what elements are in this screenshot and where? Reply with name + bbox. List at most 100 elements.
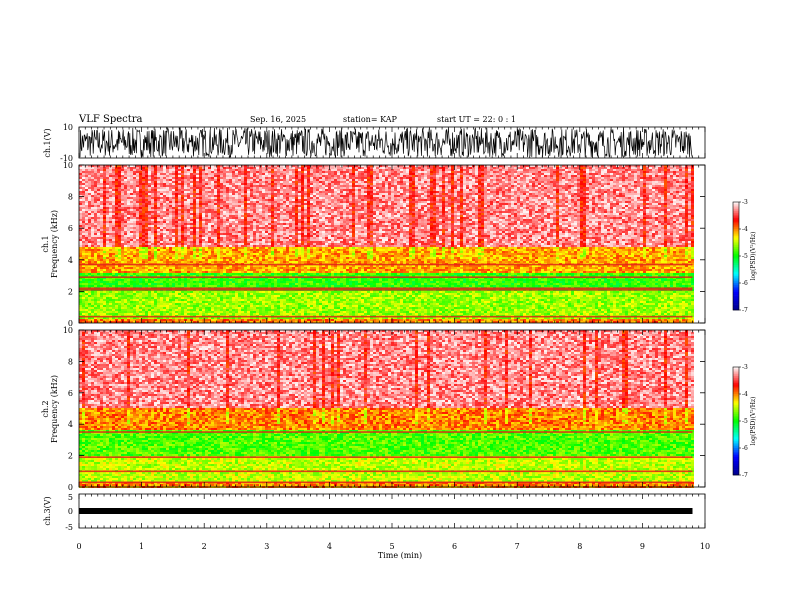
spectrogram-cell [130,309,133,311]
spectrogram-cell [121,201,124,203]
spectrogram-cell [187,309,190,311]
spectrogram-cell [112,179,115,181]
spectrogram-cell [148,277,151,279]
spectrogram-cell [190,295,193,297]
spectrogram-cell [235,221,238,223]
spectrogram-cell [211,297,214,299]
spectrogram-cell [244,167,247,169]
spectrogram-cell [238,261,241,263]
spectrogram-cell [115,283,118,285]
spectrogram-cell [88,305,91,307]
spectrogram-cell [133,239,136,241]
spectrogram-cell [91,253,94,255]
spectrogram-cell [247,307,250,309]
spectrogram-cell [100,283,103,285]
spectrogram-cell [121,235,124,237]
spectrogram-cell [175,191,178,193]
spectrogram-cell [172,243,175,245]
spectrogram-cell [259,281,262,283]
spectrogram-cell [130,183,133,185]
spectrogram-cell [124,267,127,269]
spectrogram-cell [190,253,193,255]
spectrogram-cell [112,247,115,249]
spectrogram-cell [157,175,160,177]
spectrogram-cell [115,181,118,183]
spectrogram-cell [133,269,136,271]
spectrogram-cell [85,181,88,183]
spectrogram-cell [121,225,124,227]
spectrogram-cell [82,255,85,257]
spectrogram-cell [247,177,250,179]
spectrogram-cell [253,209,256,211]
spectrogram-cell [97,279,100,281]
spectrogram-cell [100,321,103,323]
spectrogram-cell [202,237,205,239]
spectrogram-cell [235,169,238,171]
spectrogram-cell [250,221,253,223]
spectrogram-cell [211,203,214,205]
spectrogram-cell [232,267,235,269]
spectrogram-cell [238,269,241,271]
spectrogram-cell [178,261,181,263]
spectrogram-cell [196,257,199,259]
spectrogram-cell [136,227,139,229]
spectrogram-cell [217,203,220,205]
spectrogram-cell [145,231,148,233]
spectrogram-cell [196,269,199,271]
spectrogram-cell [85,299,88,301]
spectrogram-cell [154,249,157,251]
spectrogram-cell [265,227,268,229]
spectrogram-cell [154,233,157,235]
spectrogram-cell [175,305,178,307]
spectrogram-cell [142,321,145,323]
spectrogram-cell [151,219,154,221]
spectrogram-cell [121,197,124,199]
spectrogram-cell [118,281,121,283]
spectrogram-cell [184,185,187,187]
spectrogram-cell [127,305,130,307]
spectrogram-cell [175,189,178,191]
spectrogram-cell [118,257,121,259]
spectrogram-cell [184,273,187,275]
spectrogram-cell [199,183,202,185]
spectrogram-cell [103,241,106,243]
spectrogram-cell [160,307,163,309]
spectrogram-cell [241,299,244,301]
spectrogram-cell [157,219,160,221]
spectrogram-cell [130,245,133,247]
spectrogram-cell [208,201,211,203]
spectrogram-cell [184,255,187,257]
spectrogram-cell [241,255,244,257]
spectrogram-cell [172,217,175,219]
spectrogram-cell [184,219,187,221]
spectrogram-cell [211,197,214,199]
spectrogram-cell [145,223,148,225]
spectrogram-cell [145,275,148,277]
spectrogram-cell [94,193,97,195]
spectrogram-cell [187,201,190,203]
spectrogram-cell [175,271,178,273]
spectrogram-cell [190,179,193,181]
spectrogram-cell [247,217,250,219]
spectrogram-cell [214,223,217,225]
spectrogram-cell [97,297,100,299]
spectrogram-cell [166,195,169,197]
spectrogram-cell [187,271,190,273]
spectrogram-cell [136,239,139,241]
spectrogram-cell [232,211,235,213]
spectrogram-cell [244,215,247,217]
spectrogram-cell [115,217,118,219]
spectrogram-cell [247,175,250,177]
spectrogram-cell [256,243,259,245]
spectrogram-cell [241,237,244,239]
spectrogram-cell [169,237,172,239]
spectrogram-cell [256,219,259,221]
spectrogram-cell [130,311,133,313]
spectrogram-cell [181,169,184,171]
spectrogram-cell [109,169,112,171]
spectrogram-cell [187,313,190,315]
ch1-waveform-trace [79,126,693,159]
spectrogram-cell [154,313,157,315]
spectrogram-cell [247,211,250,213]
spectrogram-cell [238,245,241,247]
